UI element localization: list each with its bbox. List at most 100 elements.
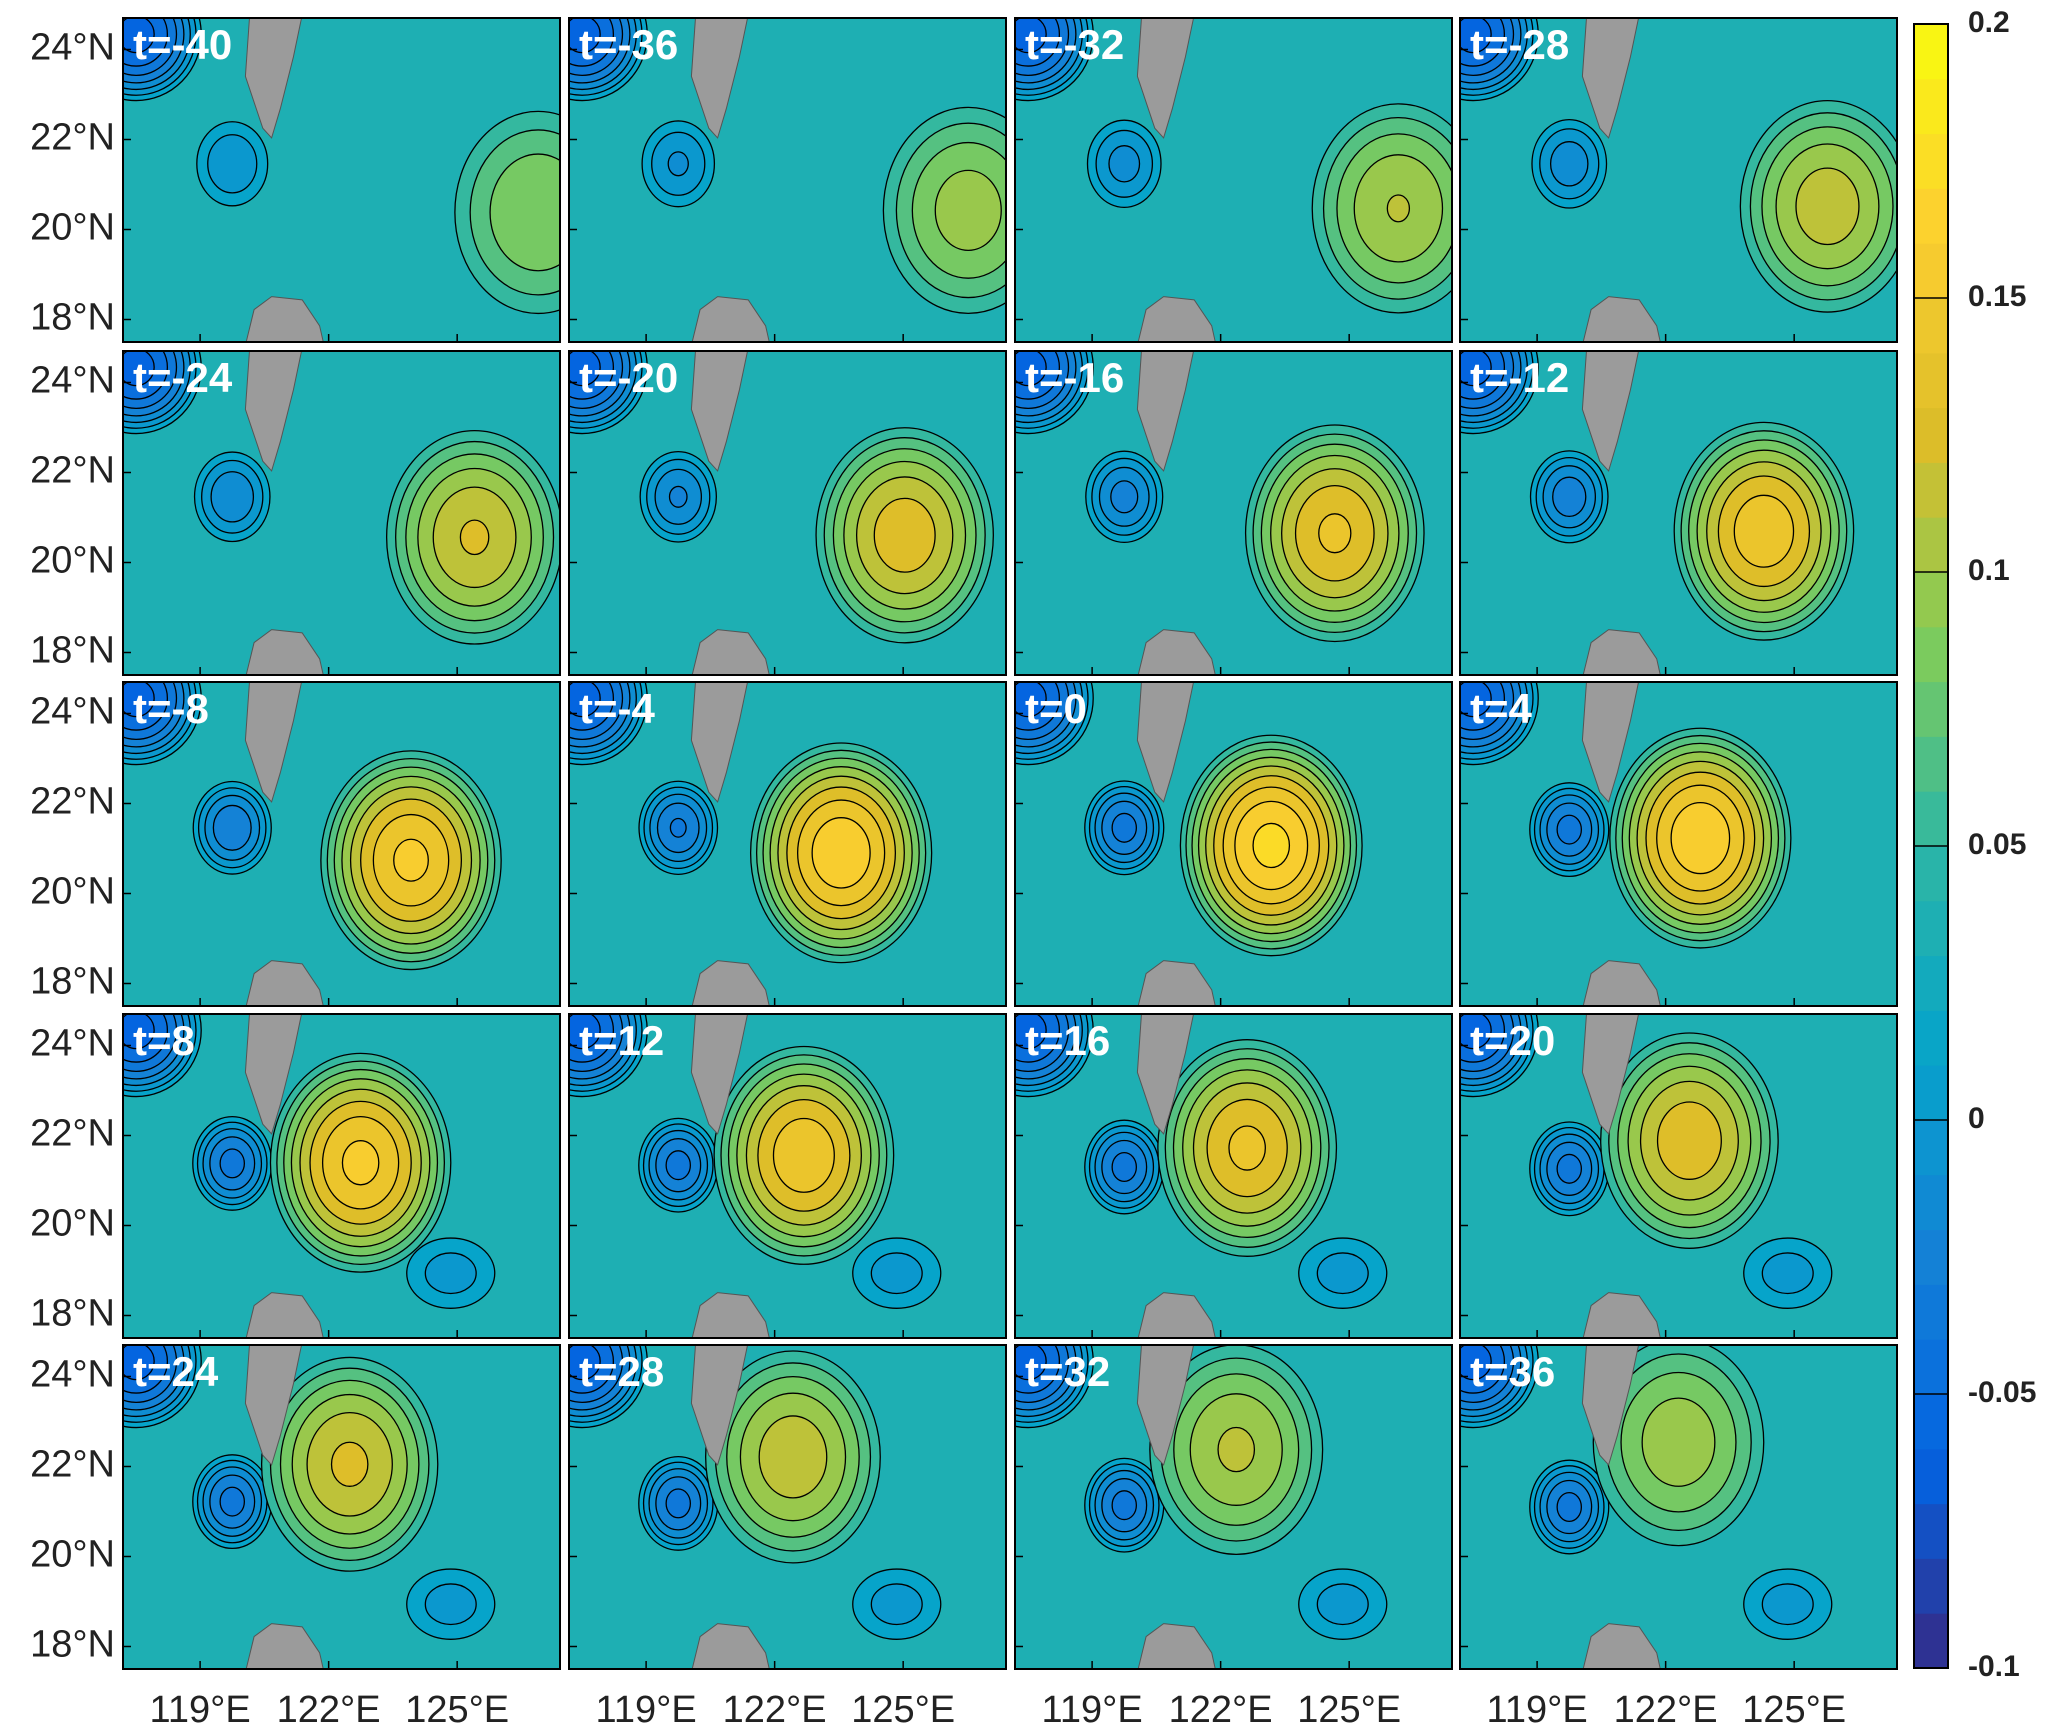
- panel-frame: [1459, 17, 1898, 343]
- panel-title: t=12: [579, 1017, 664, 1064]
- contour: [123, 682, 155, 718]
- panel-title: t=8: [133, 1017, 195, 1064]
- contour: [1552, 476, 1587, 518]
- map-panel: [123, 351, 560, 675]
- map-panel: [123, 18, 560, 342]
- contour: [1656, 1101, 1722, 1180]
- land: [244, 682, 303, 803]
- land: [1137, 296, 1216, 342]
- land: [1582, 1292, 1661, 1338]
- panel-title: t=-28: [1470, 21, 1569, 68]
- land: [245, 296, 324, 342]
- contour: [870, 1583, 923, 1626]
- x-tick-label: 125°E: [1297, 1689, 1401, 1731]
- panel-title: t=28: [579, 1348, 664, 1395]
- panel-frame: [568, 1344, 1007, 1670]
- land: [1581, 682, 1640, 803]
- panel-frame: [122, 1013, 561, 1339]
- y-tick-label: 20°N: [30, 1534, 115, 1576]
- colorbar-band: [1914, 133, 1948, 189]
- contour: [1015, 1014, 1047, 1050]
- contour: [123, 351, 155, 387]
- colorbar-band: [1914, 846, 1948, 902]
- contour: [210, 471, 255, 523]
- y-tick-label: 20°N: [30, 1203, 115, 1245]
- panel-title: t=-8: [133, 685, 209, 732]
- map-panel: [1460, 351, 1897, 675]
- contour: [489, 153, 560, 272]
- colorbar-band: [1914, 1503, 1948, 1559]
- panel-title: t=-36: [579, 21, 678, 68]
- contour: [459, 519, 490, 556]
- map-panel: [569, 1014, 1006, 1338]
- y-tick-label: 18°N: [30, 630, 115, 672]
- colorbar-label: -0.05: [1968, 1376, 2036, 1409]
- land: [244, 1014, 303, 1135]
- colorbar-band: [1914, 900, 1948, 957]
- x-tick-label: 122°E: [1169, 1689, 1273, 1731]
- panel-frame: [1014, 1344, 1453, 1670]
- land: [691, 296, 770, 342]
- land: [1582, 629, 1661, 675]
- x-tick-label: 122°E: [723, 1689, 827, 1731]
- land: [1581, 351, 1640, 472]
- panel-title: t=0: [1025, 685, 1087, 732]
- colorbar-band: [1914, 407, 1948, 463]
- y-tick-label: 20°N: [30, 207, 115, 249]
- contour: [219, 1486, 246, 1517]
- contour: [1460, 1345, 1492, 1381]
- colorbar-band: [1914, 1448, 1948, 1505]
- contour: [934, 169, 1002, 252]
- colorbar-band: [1914, 352, 1948, 409]
- map-panel: [123, 1345, 560, 1669]
- contour: [1015, 682, 1047, 718]
- colorbar-band: [1914, 1120, 1948, 1176]
- panel-title: t=20: [1470, 1017, 1555, 1064]
- panel-title: t=-40: [133, 21, 232, 68]
- land: [690, 682, 749, 803]
- colorbar-band: [1914, 298, 1948, 354]
- land: [244, 18, 303, 139]
- colorbar-band: [1914, 243, 1948, 299]
- land: [1582, 296, 1661, 342]
- map-panel: [1460, 1345, 1897, 1669]
- y-tick-label: 18°N: [30, 961, 115, 1003]
- land: [1136, 1345, 1195, 1466]
- contour: [870, 1252, 923, 1295]
- y-tick-label: 20°N: [30, 540, 115, 582]
- contour: [569, 1014, 601, 1050]
- land: [1581, 1014, 1640, 1135]
- colorbar-band: [1914, 681, 1948, 737]
- colorbar-band: [1914, 791, 1948, 847]
- panel-frame: [1014, 681, 1453, 1007]
- contour: [1111, 1490, 1138, 1521]
- land: [690, 1014, 749, 1135]
- contour: [665, 1488, 692, 1519]
- land: [1136, 682, 1195, 803]
- contour: [1111, 1151, 1138, 1183]
- land: [1137, 960, 1216, 1006]
- panel-title: t=32: [1025, 1348, 1110, 1395]
- colorbar-label: 0: [1968, 1102, 1985, 1135]
- x-tick-label: 125°E: [1742, 1689, 1846, 1731]
- map-panel: [1460, 18, 1897, 342]
- panel-title: t=24: [133, 1348, 219, 1395]
- contour: [123, 1014, 155, 1050]
- map-panel: [569, 682, 1006, 1006]
- contour: [569, 1345, 601, 1381]
- contour: [341, 1140, 380, 1186]
- contour: [758, 1415, 828, 1499]
- panel-frame: [568, 681, 1007, 1007]
- contour: [1460, 351, 1492, 387]
- land: [244, 351, 303, 472]
- colorbar-band: [1914, 78, 1948, 135]
- panel-frame: [1459, 681, 1898, 1007]
- panel-frame: [568, 1013, 1007, 1339]
- contour: [873, 497, 936, 573]
- contour: [219, 1148, 246, 1179]
- contour: [1111, 812, 1138, 843]
- contour: [330, 1441, 369, 1487]
- contour: [1670, 801, 1731, 875]
- land: [245, 629, 324, 675]
